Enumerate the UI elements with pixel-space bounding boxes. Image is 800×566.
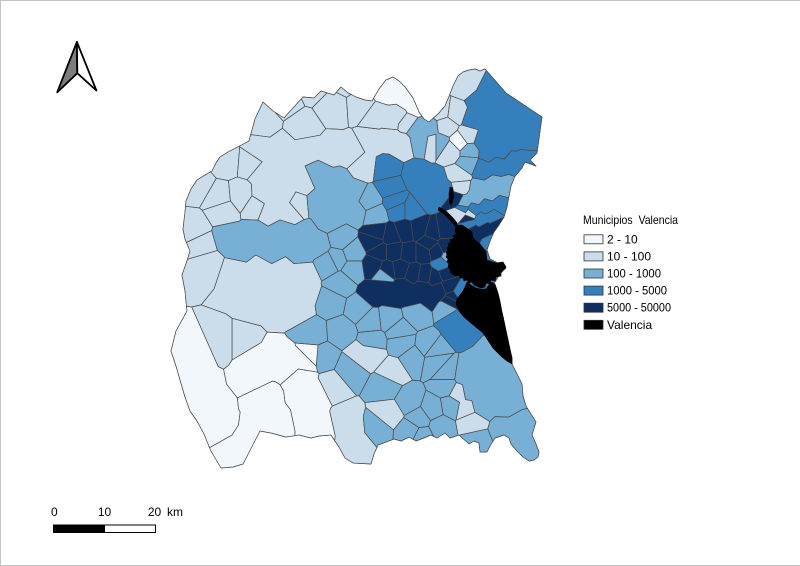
svg-text:100 - 1000: 100 - 1000 bbox=[607, 267, 661, 281]
svg-text:5000 - 50000: 5000 - 50000 bbox=[607, 301, 671, 315]
svg-text:1000 - 5000: 1000 - 5000 bbox=[607, 284, 667, 298]
svg-text:20: 20 bbox=[148, 505, 162, 519]
svg-text:0: 0 bbox=[51, 505, 58, 519]
svg-text:km: km bbox=[167, 505, 183, 519]
svg-text:Valencia: Valencia bbox=[607, 318, 652, 332]
svg-text:Municipios Valencia: Municipios Valencia bbox=[583, 213, 678, 227]
svg-text:2 - 10: 2 - 10 bbox=[607, 232, 638, 246]
svg-text:10 - 100: 10 - 100 bbox=[607, 249, 651, 263]
svg-text:10: 10 bbox=[98, 505, 112, 519]
